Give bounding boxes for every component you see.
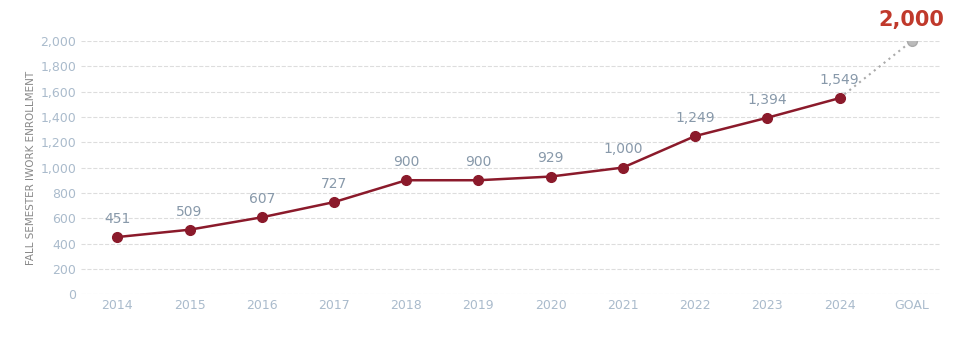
Text: 900: 900 [393, 155, 419, 169]
Text: 727: 727 [321, 177, 347, 191]
Text: 1,394: 1,394 [748, 93, 787, 107]
Text: 607: 607 [248, 192, 275, 206]
Y-axis label: FALL SEMESTER IWORK ENROLLMENT: FALL SEMESTER IWORK ENROLLMENT [27, 70, 36, 265]
Text: 509: 509 [177, 205, 202, 219]
Text: 1,549: 1,549 [819, 73, 860, 87]
Text: 1,249: 1,249 [675, 111, 715, 125]
Text: 451: 451 [104, 212, 131, 226]
Text: 2,000: 2,000 [879, 10, 944, 30]
Text: 929: 929 [538, 152, 563, 166]
Text: 900: 900 [465, 155, 492, 169]
Text: 1,000: 1,000 [604, 143, 643, 157]
